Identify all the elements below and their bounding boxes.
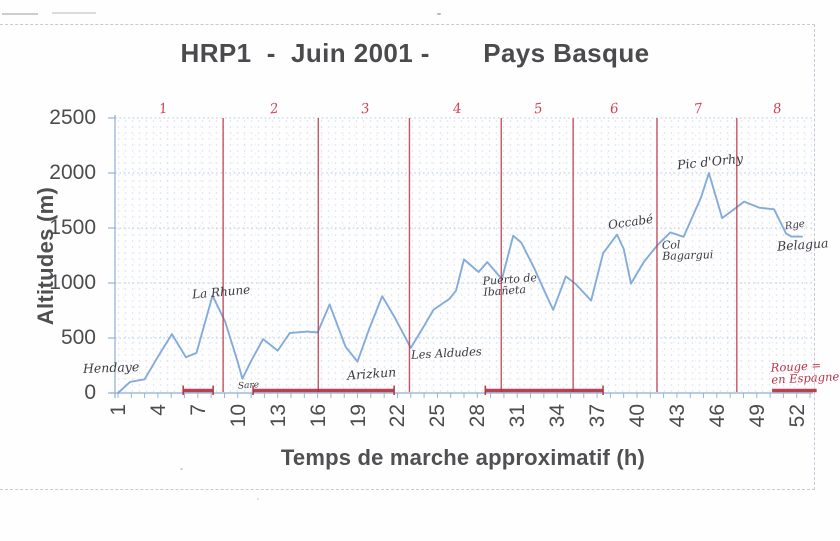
x-tick-label: 10 bbox=[226, 404, 250, 428]
x-tick-text: 7 bbox=[186, 404, 210, 416]
stage-number: 3 bbox=[359, 100, 371, 118]
x-tick-text: 37 bbox=[586, 404, 610, 428]
x-tick-text: 4 bbox=[146, 404, 170, 416]
x-tick-label: 31 bbox=[506, 404, 530, 428]
x-tick-label: 16 bbox=[306, 404, 330, 428]
x-tick-text: 1 bbox=[107, 404, 130, 416]
y-tick-label: 0 bbox=[84, 381, 96, 404]
place-label-puerto-de-ibaneta: Puerto de Ibañeta bbox=[482, 271, 538, 299]
scan-artifact-dash bbox=[2, 13, 38, 15]
x-tick-label: 25 bbox=[426, 404, 450, 428]
scan-artifact-dash bbox=[52, 12, 96, 14]
x-tick-label: 19 bbox=[346, 404, 370, 428]
x-tick-label: 43 bbox=[665, 404, 689, 428]
plot-area bbox=[115, 118, 812, 393]
y-tick-label: 500 bbox=[60, 326, 96, 349]
x-tick-text: 34 bbox=[546, 404, 570, 428]
place-label-col-bagargui: Col Bagargui bbox=[661, 238, 714, 263]
stage-number: 5 bbox=[532, 100, 544, 118]
scan-artifact-speck bbox=[257, 498, 259, 500]
stage-number: 7 bbox=[692, 100, 704, 118]
place-label-hendaye: Hendaye bbox=[82, 359, 140, 376]
x-tick-text: 16 bbox=[306, 404, 330, 428]
x-tick-text: 10 bbox=[226, 404, 250, 428]
x-axis-title: Temps de marche approximatif (h) bbox=[280, 445, 646, 470]
x-tick-text: 46 bbox=[705, 404, 729, 428]
x-tick-label: 52 bbox=[785, 404, 809, 428]
scan-artifact-speck bbox=[437, 13, 441, 15]
x-tick-text: 28 bbox=[466, 404, 490, 428]
x-tick-text: 49 bbox=[745, 404, 769, 428]
x-tick-label: 4 bbox=[146, 404, 170, 428]
x-tick-label: 34 bbox=[546, 404, 570, 428]
x-tick-label: 1 bbox=[107, 404, 130, 428]
x-tick-label: 13 bbox=[266, 404, 290, 428]
place-label-rouge-en-espagne: Rouge = en Espagne bbox=[770, 358, 840, 387]
x-tick-label: 37 bbox=[586, 404, 610, 428]
x-tick-text: 31 bbox=[506, 404, 530, 428]
stage-number: 1 bbox=[157, 100, 169, 118]
x-tick-label: 40 bbox=[626, 404, 649, 428]
y-axis-title: Altitudes (m) bbox=[33, 186, 58, 326]
stage-number: 6 bbox=[608, 100, 620, 118]
stage-number: 4 bbox=[451, 100, 463, 118]
scan-artifact-speck bbox=[180, 468, 183, 470]
x-tick-label: 28 bbox=[466, 404, 490, 428]
y-tick-label: 1000 bbox=[49, 271, 96, 294]
x-tick-text: 43 bbox=[665, 404, 689, 428]
x-tick-text: 25 bbox=[426, 404, 450, 428]
place-label-sare: Sare bbox=[237, 380, 260, 392]
x-tick-label: 7 bbox=[186, 404, 210, 428]
y-tick-label: 2000 bbox=[49, 161, 96, 184]
y-tick-label: 2500 bbox=[49, 106, 96, 129]
x-tick-text: 52 bbox=[785, 404, 809, 428]
y-tick-label: 1500 bbox=[49, 216, 96, 239]
x-tick-label: 46 bbox=[705, 404, 729, 428]
x-tick-label: 49 bbox=[745, 404, 769, 428]
x-tick-text: 22 bbox=[386, 404, 410, 428]
altitude-profile-line bbox=[117, 172, 803, 394]
x-tick-text: 19 bbox=[346, 404, 370, 428]
stage-number: 2 bbox=[268, 100, 280, 118]
x-tick-text: 13 bbox=[266, 404, 290, 428]
x-tick-label: 22 bbox=[386, 404, 410, 428]
chart-title: HRP1 - Juin 2001 - Pays Basque bbox=[180, 38, 650, 68]
x-tick-text: 40 bbox=[626, 404, 649, 428]
